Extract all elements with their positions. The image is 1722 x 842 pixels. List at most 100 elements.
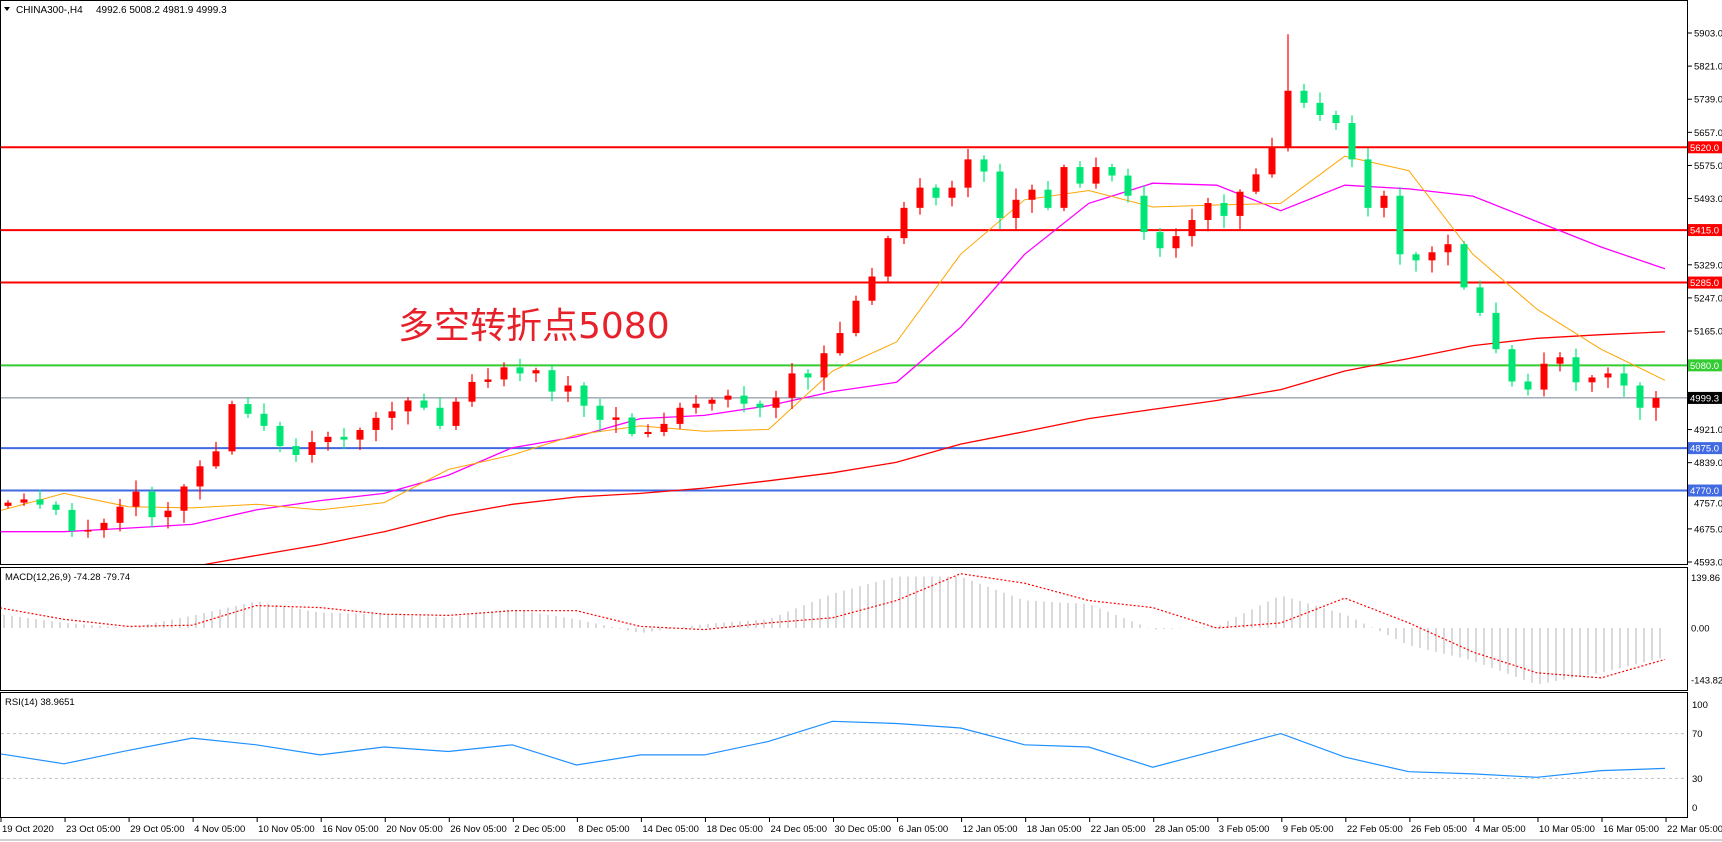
candle-up: [660, 423, 668, 432]
chart-ohlc: 4992.6 5008.2 4981.9 4999.3: [96, 5, 227, 16]
time-tick-label: 28 Jan 05:00: [1155, 824, 1210, 835]
candle-down: [1140, 195, 1148, 233]
level-label-bg: [1688, 359, 1722, 372]
candle-up: [308, 442, 316, 455]
candle-up: [820, 353, 828, 378]
level-label-bg: [1688, 442, 1722, 455]
candle-down: [740, 395, 748, 404]
price-tick-label: 5493.0: [1694, 194, 1722, 205]
level-label-bg: [1688, 141, 1722, 154]
time-tick-label: 19 Oct 2020: [2, 824, 54, 835]
candle-down: [1108, 167, 1116, 176]
candle-down: [1636, 385, 1644, 408]
candle-down: [596, 405, 604, 420]
candle-up: [692, 403, 700, 408]
rsi-panel[interactable]: 100 70 30 0: [0, 700, 1708, 814]
candle-up: [20, 499, 28, 503]
candle-down: [1508, 349, 1516, 382]
candle-up: [180, 486, 188, 511]
candle-up: [1268, 147, 1276, 175]
time-tick-label: 3 Feb 05:00: [1219, 824, 1270, 835]
time-tick-label: 26 Feb 05:00: [1411, 824, 1467, 835]
candle-down: [1460, 244, 1468, 288]
candle-down: [52, 504, 60, 510]
candle-up: [612, 417, 620, 420]
candle-up: [1652, 397, 1660, 408]
price-tick-label: 5657.0: [1694, 128, 1722, 139]
candle-down: [1572, 357, 1580, 383]
level-label: 5620.0: [1690, 143, 1719, 154]
current-price-label-bg: [1688, 391, 1722, 404]
price-tick-label: 5575.0: [1694, 161, 1722, 172]
candle-down: [996, 171, 1004, 218]
candle-down: [1300, 90, 1308, 103]
time-tick-label: 9 Feb 05:00: [1283, 824, 1334, 835]
level-label: 4875.0: [1690, 444, 1719, 455]
candle-up: [404, 400, 412, 412]
candle-down: [1412, 254, 1420, 261]
time-tick-label: 8 Dec 05:00: [578, 824, 629, 835]
candle-down: [1220, 203, 1228, 216]
candle-up: [116, 506, 124, 523]
candle-down: [932, 187, 940, 198]
time-tick-label: 16 Mar 05:00: [1603, 824, 1659, 835]
candle-up: [708, 399, 716, 404]
macd-signal-line: [0, 573, 1666, 679]
candle-up: [900, 207, 908, 239]
candle-down: [580, 385, 588, 406]
panel-borders: [0, 0, 1688, 818]
time-tick-label: 22 Feb 05:00: [1347, 824, 1403, 835]
annotation-text: 多空转折点5080: [398, 306, 670, 347]
candle-down: [36, 499, 44, 505]
time-axis: 19 Oct 2020 23 Oct 05:00 29 Oct 05:00 4 Nov…: [0, 818, 1722, 841]
level-label: 5080.0: [1690, 361, 1719, 372]
candle-up: [1284, 90, 1292, 148]
macd-tick-label: 139.86: [1691, 573, 1720, 584]
candle-up: [564, 385, 572, 392]
candle-up: [772, 397, 780, 408]
candle-down: [980, 159, 988, 172]
time-tick-label: 16 Nov 05:00: [322, 824, 379, 835]
candle-down: [804, 373, 812, 378]
time-tick-label: 2 Dec 05:00: [514, 824, 565, 835]
time-tick-label: 12 Jan 05:00: [963, 824, 1018, 835]
candle-up: [212, 451, 220, 467]
time-tick-label: 4 Mar 05:00: [1475, 824, 1526, 835]
candle-up: [84, 530, 92, 532]
candle-up: [1012, 199, 1020, 218]
macd-panel[interactable]: 139.86 0.00 -143.82: [0, 573, 1722, 687]
candle-up: [1588, 377, 1596, 383]
rsi-line: [0, 720, 1666, 778]
price-tick-label: 5247.0: [1694, 293, 1722, 304]
candle-up: [1444, 244, 1452, 253]
time-tick-label: 29 Oct 05:00: [130, 824, 184, 835]
candle-down: [1476, 287, 1484, 313]
candle-down: [1076, 167, 1084, 184]
candle-up: [356, 429, 364, 440]
macd-title: MACD(12,26,9) -74.28 -79.74: [5, 572, 130, 583]
candle-up: [100, 522, 108, 531]
level-label-bg: [1688, 276, 1722, 289]
current-price-label: 4999.3: [1690, 393, 1719, 404]
price-panel[interactable]: 5903.0 5821.0 5739.0 5657.0 5575.0 5493.0 5329…: [0, 29, 1722, 569]
candle-up: [324, 436, 332, 443]
candle-up: [724, 395, 732, 400]
candle-up: [372, 417, 380, 430]
candle-down: [1492, 312, 1500, 350]
time-tick-label: 30 Dec 05:00: [835, 824, 892, 835]
time-tick-label: 22 Mar 05:00: [1667, 824, 1722, 835]
collapse-arrow-icon[interactable]: [4, 7, 10, 11]
candle-up: [1060, 167, 1068, 208]
candle-down: [628, 417, 636, 434]
time-tick-label: 18 Jan 05:00: [1027, 824, 1082, 835]
candle-up: [1028, 189, 1036, 200]
candle-down: [1044, 189, 1052, 208]
candle-up: [868, 276, 876, 301]
price-tick-label: 4757.0: [1694, 499, 1722, 510]
candle-up: [852, 300, 860, 334]
candle-down: [148, 491, 156, 518]
candle-up: [1236, 191, 1244, 216]
rsi-tick-label: 70: [1692, 729, 1703, 740]
candle-up: [884, 238, 892, 277]
